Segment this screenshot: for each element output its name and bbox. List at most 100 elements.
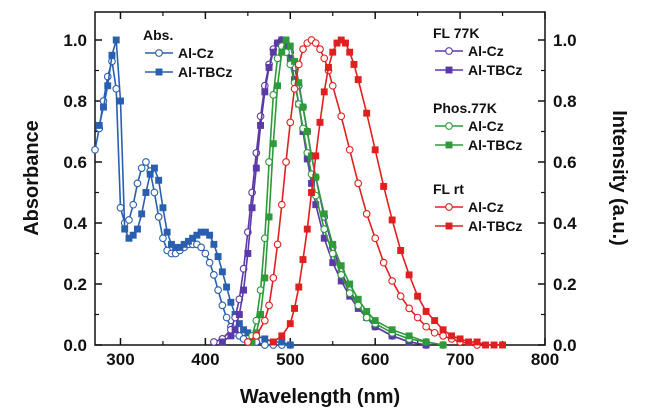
series-phos-77k-al-tbcz-point [278,48,286,56]
legend-fl-77k-swatch-marker [445,66,453,74]
series-fl-rt-al-cz-point [388,277,397,285]
series-fl-rt-al-cz-point [243,338,252,346]
series-fl-rt-al-cz-point [260,316,269,325]
series-fl-rt-al-tbcz-point [312,152,320,160]
series-fl-rt-al-tbcz-point [448,332,456,340]
series-abs-al-cz-point [214,286,222,294]
series-fl-rt-al-cz-point [282,158,290,166]
legend-fl-rt-title: FL rt [433,181,464,197]
series-phos-77k-al-tbcz-point [320,210,328,218]
legend-abs: Abs. Al-Cz Al-TBCz [143,27,232,80]
series-fl-rt-al-tbcz-point [465,338,473,346]
legend-abs-label: Al-TBCz [178,64,232,80]
series-abs-al-tbcz-point [223,283,231,291]
legend-fl-77k-label: Al-TBCz [468,62,522,78]
series-fl-rt-al-tbcz-point [295,283,303,291]
series-fl-rt-al-tbcz-point [397,247,405,254]
series-fl-rt-al-tbcz-point [346,48,354,56]
y-right-tick-label: 0.6 [553,153,577,172]
series-phos-77k-al-cz-line [247,44,444,346]
series-fl-77k-al-tbcz-point [240,286,248,294]
series-fl-rt-al-cz-point [294,60,303,69]
series-abs-al-tbcz-point [150,164,158,172]
series-phos-77k-al-tbcz-point [388,326,396,334]
series-fl-77k-al-tbcz-point [227,332,235,340]
series-fl-rt-al-tbcz-point [329,48,337,56]
legend-fl-77k-label: Al-Cz [468,43,504,59]
series-fl-rt-al-cz-point [362,210,371,218]
series-phos-77k-al-tbcz-point [422,338,430,346]
series-fl-rt-al-tbcz-point [316,118,324,126]
series-abs-al-tbcz-point [227,298,235,306]
series-abs-al-tbcz-point [286,341,294,349]
series-phos-77k-al-tbcz-point [286,42,294,50]
series-fl-rt-al-cz-point [269,274,278,282]
series-fl-77k-al-tbcz-line [221,38,427,346]
series-phos-77k-al-cz-point [269,91,278,99]
series-phos-77k-al-cz-point [320,225,329,233]
legend-fl-rt-label: Al-Cz [468,199,504,215]
series-fl-rt-al-tbcz-point [354,76,362,84]
series-phos-77k-al-tbcz-point [257,311,265,318]
axis-ticks: 300 400 500 600 700 8000.00.20.40.60.81.00.00… [63,12,577,369]
series-phos-77k-al-tbcz-point [303,128,311,135]
series-phos-77k-al-tbcz-point [363,308,371,315]
legend-abs-swatch-marker [155,68,163,76]
series-abs-al-cz-point [210,271,218,279]
series-fl-rt-al-cz-point [252,332,261,340]
x-axis-title: Wavelength (nm) [240,386,400,408]
series-abs-al-tbcz-point [261,335,269,343]
series-fl-rt-al-cz-point [439,332,447,340]
series-fl-77k-al-cz-point [256,112,265,121]
series-fl-rt-al-tbcz-point [286,320,294,328]
series-abs-al-tbcz-point [163,228,171,236]
series-fl-rt-al-tbcz-point [269,338,277,346]
series-fl-rt-al-tbcz [269,36,506,349]
y-left-tick-label: 0.0 [63,336,87,355]
series-fl-rt-al-tbcz-point [490,341,498,349]
series-fl-rt-al-cz-point [430,328,439,337]
series-phos-77k-al-tbcz [248,36,447,349]
x-tick-label: 500 [276,350,304,369]
series-fl-rt-al-tbcz-point [320,88,328,96]
series-fl-rt-al-cz-point [345,145,354,154]
series-fl-rt-al-cz-point [273,240,282,249]
legend-phos-77k-label: Al-Cz [468,118,504,134]
series-abs-al-cz-point [218,301,227,310]
series-fl-77k-al-tbcz-point [252,164,260,172]
y-right-tick-label: 0.2 [553,275,577,294]
series-abs-al-cz-point [112,84,121,93]
series-fl-rt-al-tbcz-line [272,39,503,346]
legend-abs-swatch-marker [155,49,163,57]
x-tick-label: 600 [361,350,389,369]
series-fl-rt-al-tbcz-point [456,335,464,343]
legend-abs-title: Abs. [143,27,173,43]
series-fl-77k-al-tbcz-point [244,250,252,257]
y-left-tick-label: 1.0 [63,31,87,50]
series-abs-al-tbcz-point [155,176,163,184]
series-fl-rt-al-cz-point [405,304,414,313]
series-fl-rt-al-cz-point [290,84,299,93]
series-phos-77k-al-cz-point [362,313,371,322]
series-abs-al-tbcz-point [117,97,124,105]
series-fl-rt-al-cz-point [316,45,324,54]
series-abs-al-tbcz-point [142,189,150,196]
series-fl-77k-al-tbcz-point [257,121,265,129]
series-abs-al-tbcz-point [121,225,129,233]
series-phos-77k-al-tbcz-point [346,280,354,288]
series-fl-rt-al-tbcz-point [473,338,481,346]
series-fl-rt-al-tbcz-point [499,341,506,349]
series-phos-77k-al-tbcz-point [269,140,277,148]
series-abs-al-tbcz-point [214,253,222,261]
series-abs-al-tbcz-point [104,82,112,90]
series-abs-al-tbcz-point [206,231,214,239]
y-axis-title-left: Absorbance [21,120,43,236]
plot-frame [94,11,546,346]
series-fl-rt-al-tbcz-point [405,271,413,279]
series-fl-rt-al-tbcz-point [342,39,349,47]
series-phos-77k-al-tbcz-point [274,82,281,90]
series-phos-77k-al-tbcz-point [405,332,413,340]
